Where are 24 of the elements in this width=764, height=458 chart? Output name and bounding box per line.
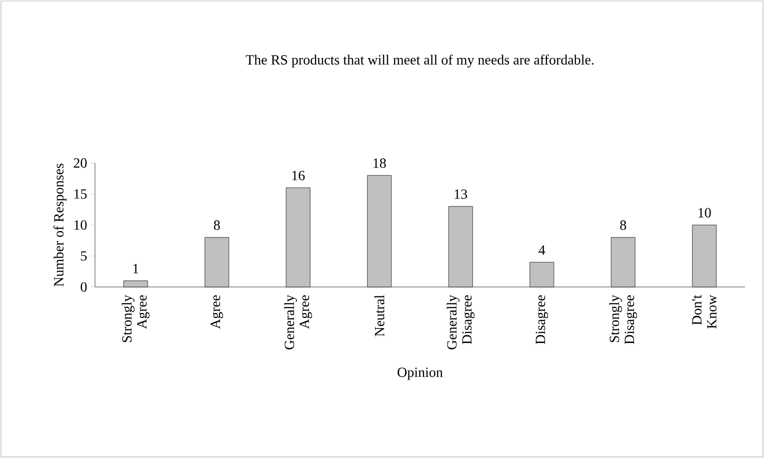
x-tick-label: Agree <box>210 295 224 329</box>
y-tick-label: 10 <box>74 220 87 230</box>
data-label: 10 <box>698 208 711 218</box>
x-tick-label: Generally Disagree <box>446 294 474 350</box>
x-tick-label: Generally Agree <box>284 294 312 350</box>
y-tick-label: 20 <box>74 158 87 168</box>
data-label: 4 <box>538 245 546 255</box>
data-label: 18 <box>374 158 386 168</box>
data-label: 8 <box>620 220 626 230</box>
x-axis-title: Opinion <box>398 368 443 380</box>
x-tick-label: Strongly Disagree <box>609 294 637 344</box>
y-tick-label: 15 <box>74 189 87 199</box>
data-label: 8 <box>214 220 220 230</box>
y-tick-label: 0 <box>80 282 87 292</box>
y-axis-title: Number of Responses <box>54 164 66 286</box>
data-label: 1 <box>133 264 138 274</box>
y-tick-label: 5 <box>81 251 87 261</box>
data-label: 13 <box>454 189 468 199</box>
x-tick-label: Neutral <box>374 295 384 336</box>
x-tick-label: Don't Know <box>692 294 717 329</box>
data-label: 16 <box>292 170 305 180</box>
x-tick-label: Strongly Agree <box>122 294 150 342</box>
x-tick-label: Disagree <box>536 295 548 344</box>
chart-title: The RS products that will meet all of my needs are affordable. <box>246 54 594 68</box>
